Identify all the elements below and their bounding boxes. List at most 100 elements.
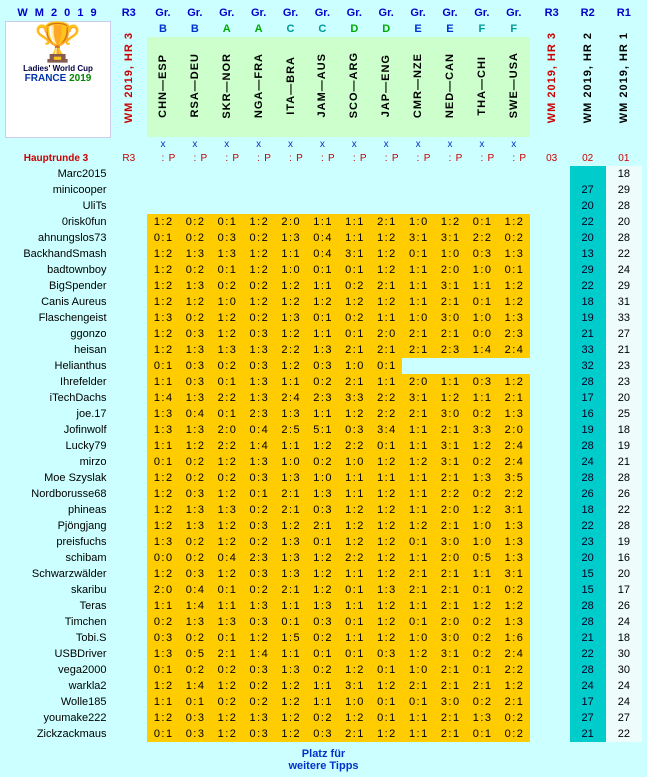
score-colon: : (289, 454, 293, 470)
score-r: 2 (293, 726, 307, 742)
score-colon: : (225, 406, 229, 422)
score-r: 1 (229, 214, 243, 230)
score-colon: : (161, 646, 165, 662)
score-l: 3 (434, 694, 448, 710)
score-r: 2 (324, 438, 338, 454)
r3-spacer (111, 550, 148, 566)
score-colon: : (384, 710, 388, 726)
score-l: 0 (211, 374, 225, 390)
score-colon: : (257, 454, 261, 470)
p-spacer-8 (402, 151, 416, 166)
score-r: 2 (229, 390, 243, 406)
score-colon: : (289, 630, 293, 646)
score-l: 0 (306, 502, 320, 518)
score-l: 0 (306, 358, 320, 374)
score-l: 1 (370, 454, 384, 470)
score-l (306, 198, 320, 214)
score-r: 2 (261, 694, 275, 710)
score-r: 1 (324, 262, 338, 278)
table-row: schibam0:00:20:42:31:31:22:21:21:12:00:5… (6, 550, 643, 566)
score-r: 1 (484, 390, 498, 406)
score-colon: : (225, 534, 229, 550)
score-colon: : (289, 598, 293, 614)
score-l: 1 (306, 582, 320, 598)
player-name: badtownboy (6, 262, 111, 278)
score-colon: : (289, 726, 293, 742)
score-colon: : (512, 502, 516, 518)
score-r: 1 (420, 710, 434, 726)
table-row: Jofinwolf1:31:32:00:42:55:10:33:41:12:13… (6, 422, 643, 438)
score-r: 2 (293, 694, 307, 710)
score-r: 3 (197, 422, 211, 438)
score-l: 2 (402, 374, 416, 390)
score-l: 0 (243, 566, 257, 582)
score-l: 0 (179, 630, 193, 646)
score-l (402, 166, 416, 182)
score-l: 1 (402, 486, 416, 502)
score-r: 1 (388, 438, 402, 454)
x-mark-6: x (338, 137, 370, 151)
score-r: 1 (452, 598, 466, 614)
score-r: 2 (197, 294, 211, 310)
score-colon: : (416, 406, 420, 422)
p-label-2: P (229, 151, 243, 166)
score-colon: : (257, 662, 261, 678)
score-l: 2 (275, 422, 289, 438)
score-l: 2 (243, 550, 257, 566)
score-l: 1 (498, 374, 512, 390)
score-r: 1 (388, 214, 402, 230)
score-l: 1 (179, 598, 193, 614)
score-r: 2 (388, 678, 402, 694)
r3-val (534, 182, 570, 198)
score-colon: : (352, 374, 356, 390)
score-l: 1 (147, 342, 161, 358)
score-l: 1 (275, 470, 289, 486)
p-spacer-4 (275, 151, 289, 166)
table-row: Schwarzwälder1:20:31:20:31:31:21:11:22:1… (6, 566, 643, 582)
score-r: 2 (388, 230, 402, 246)
score-l: 0 (370, 646, 384, 662)
score-colon: : (352, 358, 356, 374)
score-r: 2 (516, 230, 530, 246)
r3-val (534, 342, 570, 358)
score-r: 1 (324, 678, 338, 694)
p-label-8: P (420, 151, 434, 166)
score-colon: : (384, 342, 388, 358)
score-l (370, 166, 384, 182)
score-l (466, 166, 480, 182)
score-l: 1 (147, 598, 161, 614)
score-l: 2 (434, 614, 448, 630)
score-colon: : (289, 662, 293, 678)
score-l: 1 (306, 342, 320, 358)
r2-head: R2 (570, 5, 606, 21)
r3-spacer (111, 614, 148, 630)
score-l: 1 (338, 518, 352, 534)
score-l: 3 (338, 390, 352, 406)
score-colon: : (161, 614, 165, 630)
score-l: 0 (306, 710, 320, 726)
score-l: 1 (211, 246, 225, 262)
score-colon: : (512, 518, 516, 534)
score-r: 3 (293, 662, 307, 678)
player-name: minicooper (6, 182, 111, 198)
score-colon: : (352, 566, 356, 582)
score-colon: : (448, 374, 452, 390)
vcol-wmhr3: WM 2019, HR 3 (534, 21, 570, 137)
score-l: 0 (179, 326, 193, 342)
score-r: 2 (484, 694, 498, 710)
table-row: Lucky791:11:22:21:41:11:22:20:11:13:11:2… (6, 438, 643, 454)
score-l: 1 (243, 262, 257, 278)
score-colon: : (448, 390, 452, 406)
score-colon: : (352, 518, 356, 534)
score-r (484, 166, 498, 182)
score-colon: : (384, 518, 388, 534)
score-colon: : (480, 246, 484, 262)
r3-head: R3 (111, 5, 148, 21)
score-l: 1 (147, 374, 161, 390)
score-l: 3 (402, 390, 416, 406)
score-l: 1 (211, 486, 225, 502)
score-l: 0 (306, 630, 320, 646)
score-colon: : (352, 390, 356, 406)
p-spacer-9 (434, 151, 448, 166)
score-colon: : (384, 278, 388, 294)
